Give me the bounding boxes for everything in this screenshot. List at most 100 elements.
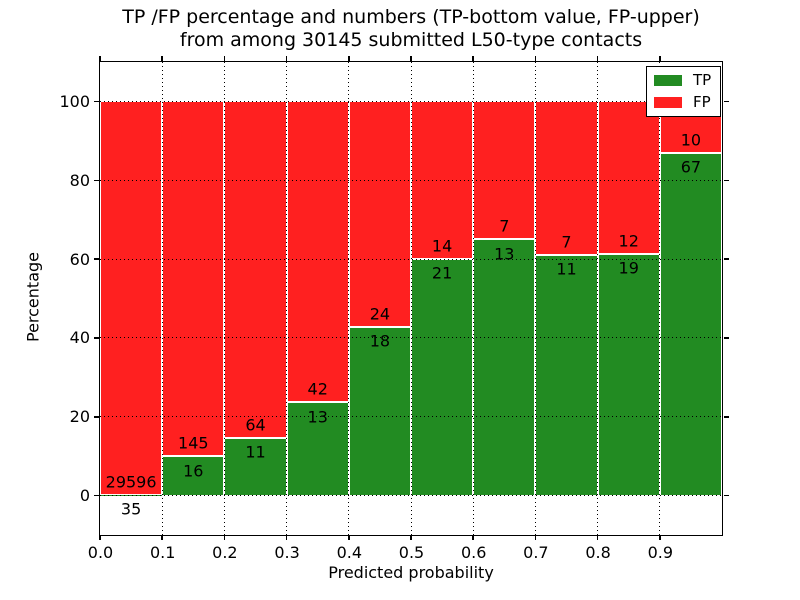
gridline-horizontal xyxy=(100,258,722,260)
gridline-vertical xyxy=(348,62,350,535)
x-tick-mark xyxy=(223,535,226,540)
y-tick-mark-right xyxy=(723,258,729,260)
y-tick-mark-right xyxy=(723,179,729,181)
x-tick-label: 0.2 xyxy=(212,543,238,562)
tp-count-label: 11 xyxy=(245,442,266,462)
x-tick-label: 0.5 xyxy=(398,543,425,562)
x-tick-mark-top xyxy=(99,55,101,61)
x-tick-mark-top xyxy=(472,55,474,61)
fp-count-label: 29596 xyxy=(105,472,157,492)
gridline-vertical xyxy=(472,62,474,535)
y-tick-mark xyxy=(93,179,99,181)
gridline-horizontal xyxy=(100,100,722,102)
x-tick-mark xyxy=(99,535,101,540)
bar-segment-tp xyxy=(286,402,349,496)
bar-segment-fp xyxy=(286,101,349,403)
x-tick-label: 0.8 xyxy=(585,543,611,562)
x-tick-label: 0.7 xyxy=(523,543,549,562)
y-tick-label: 80 xyxy=(69,170,90,190)
tp-count-label: 21 xyxy=(431,263,453,283)
bar-segment-fp xyxy=(348,101,411,327)
tp-count-label: 19 xyxy=(618,258,639,278)
x-tick-mark xyxy=(161,535,163,540)
gridline-horizontal xyxy=(100,416,722,418)
x-tick-mark-top xyxy=(410,55,412,61)
plot-area: TP FP 29596 35 145 16 64 11 42 13 24 18 14 21 7 13 7 11… xyxy=(93,55,729,540)
fp-count-label: 145 xyxy=(178,433,209,453)
legend-entry-tp: TP xyxy=(654,73,711,88)
x-axis-label: Predicted probability xyxy=(328,563,494,582)
x-tick-mark xyxy=(534,535,537,540)
legend: TP FP xyxy=(646,66,722,117)
bar-segment-fp xyxy=(473,101,536,240)
fp-count-label: 10 xyxy=(680,130,702,150)
fp-count-label: 24 xyxy=(369,304,391,324)
x-tick-label: 0.4 xyxy=(336,543,363,562)
y-tick-mark-right xyxy=(723,337,729,339)
bar-segment-tp xyxy=(348,326,411,496)
fp-count-label: 7 xyxy=(499,216,510,236)
y-tick-label: 60 xyxy=(69,249,90,269)
y-tick-label: 0 xyxy=(79,486,90,506)
legend-label-tp: TP xyxy=(693,71,712,89)
y-tick-label: 20 xyxy=(69,407,90,427)
x-tick-mark xyxy=(285,535,288,540)
x-tick-mark xyxy=(410,535,412,540)
x-tick-mark-top xyxy=(285,55,288,61)
bar-segment-fp xyxy=(535,101,598,255)
bar-segment-fp xyxy=(100,101,163,496)
gridline-horizontal xyxy=(100,495,722,497)
gridline-vertical xyxy=(659,62,661,535)
gridline-vertical xyxy=(534,62,536,535)
x-tick-mark xyxy=(659,535,661,540)
tp-count-label: 18 xyxy=(369,331,391,351)
y-tick-label: 100 xyxy=(59,91,90,111)
bar-segment-fp xyxy=(597,101,660,254)
tp-count-label: 35 xyxy=(120,499,142,519)
x-tick-mark-top xyxy=(534,55,537,61)
fp-color-swatch xyxy=(654,97,682,108)
gridline-vertical xyxy=(597,62,599,535)
x-tick-mark xyxy=(596,535,599,540)
legend-label-fp: FP xyxy=(693,93,711,111)
y-tick-mark xyxy=(93,337,99,339)
gridline-horizontal xyxy=(100,337,722,339)
gridline-horizontal xyxy=(100,179,722,181)
bar-segment-fp xyxy=(162,101,225,457)
bar-segment-fp xyxy=(224,101,287,438)
x-tick-mark xyxy=(472,535,474,540)
y-tick-mark xyxy=(93,258,99,260)
y-tick-label: 40 xyxy=(69,328,90,348)
tp-count-label: 11 xyxy=(556,259,577,279)
chart-title-line1: TP /FP percentage and numbers (TP-bottom… xyxy=(122,6,700,28)
gridline-vertical xyxy=(410,62,412,535)
fp-count-label: 12 xyxy=(618,231,639,251)
gridline-vertical xyxy=(223,62,225,535)
y-tick-mark-right xyxy=(723,494,729,497)
x-tick-mark-top xyxy=(348,55,350,61)
tp-count-label: 13 xyxy=(307,407,328,427)
y-tick-mark-right xyxy=(723,100,729,103)
tp-count-label: 16 xyxy=(183,461,204,481)
chart-title-line2: from among 30145 submitted L50-type cont… xyxy=(179,29,643,51)
y-tick-mark xyxy=(93,494,99,497)
tp-count-label: 13 xyxy=(494,244,515,264)
fp-count-label: 14 xyxy=(431,236,453,256)
tp-count-label: 67 xyxy=(680,157,702,177)
gridline-vertical xyxy=(161,62,163,535)
x-tick-mark xyxy=(348,535,350,540)
x-tick-mark-top xyxy=(161,55,163,61)
bar-segment-tp xyxy=(597,253,660,496)
x-tick-mark-top xyxy=(596,55,599,61)
bar-segment-tp xyxy=(411,259,474,496)
legend-entry-fp: FP xyxy=(654,95,711,110)
bar-segment-tp xyxy=(473,239,536,496)
y-tick-mark xyxy=(93,416,99,418)
x-tick-label: 0.3 xyxy=(274,543,300,562)
x-tick-label: 0.0 xyxy=(87,543,114,562)
fp-count-label: 42 xyxy=(307,379,328,399)
x-tick-label: 0.1 xyxy=(149,543,176,562)
bar-segment-tp xyxy=(224,437,287,496)
x-tick-mark-top xyxy=(659,55,661,61)
